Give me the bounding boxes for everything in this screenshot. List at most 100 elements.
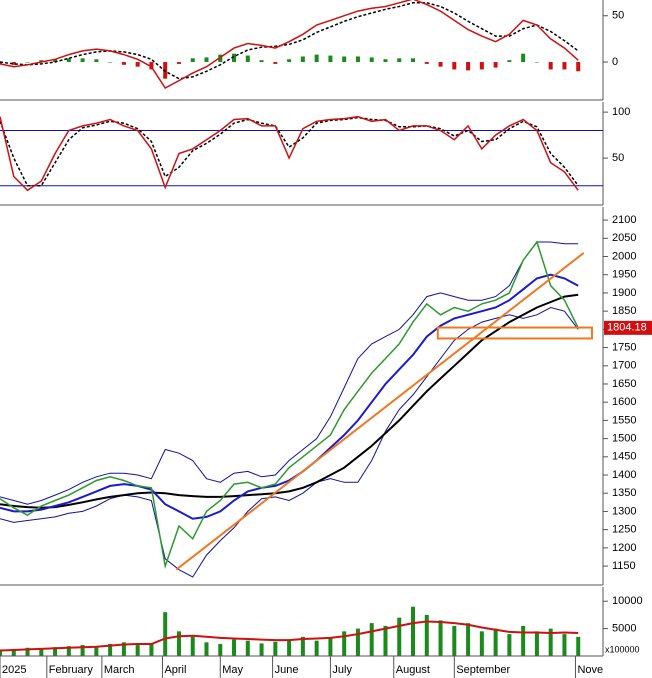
y-tick-label: 1250: [612, 524, 636, 536]
bar: [0, 649, 2, 656]
bar: [149, 643, 154, 656]
bar: [190, 636, 195, 656]
bar: [438, 62, 443, 67]
bar: [218, 54, 223, 63]
bar: [80, 645, 85, 656]
x-tick-label: April: [164, 664, 186, 676]
y-tick-label: 1300: [612, 505, 636, 517]
bar: [0, 62, 2, 64]
trendline: [175, 252, 585, 571]
y-tick-label: 2100: [612, 214, 636, 226]
bar: [507, 634, 512, 656]
bar: [548, 62, 553, 70]
bar: [11, 62, 16, 65]
y-tick-label: 1950: [612, 269, 636, 281]
bar: [493, 62, 498, 68]
bar: [108, 643, 113, 656]
series-line: [0, 620, 579, 652]
bar: [39, 60, 44, 63]
y-unit: x100000: [605, 644, 640, 654]
bar: [121, 62, 126, 65]
y-tick-label: 1500: [612, 433, 636, 445]
x-tick-label: 2025: [2, 664, 26, 676]
bar: [66, 58, 71, 63]
bar: [11, 648, 16, 656]
bar: [383, 625, 388, 656]
y-tick-label: 50: [612, 152, 624, 164]
bar: [562, 634, 567, 656]
series-line: [0, 115, 579, 192]
bar: [479, 62, 484, 70]
bar: [25, 62, 30, 63]
bar: [466, 62, 471, 71]
bar: [190, 58, 195, 63]
bar: [232, 53, 237, 63]
y-tick-label: 0: [612, 56, 618, 68]
bar: [383, 59, 388, 63]
bar: [534, 631, 539, 656]
bar: [521, 625, 526, 656]
x-tick-label: May: [222, 664, 243, 676]
bar: [314, 640, 319, 656]
last-price-label: 1804.18: [607, 322, 647, 334]
y-tick-label: 1200: [612, 542, 636, 554]
bar: [424, 62, 429, 64]
y-tick-label: 1450: [612, 451, 636, 463]
bar: [342, 631, 347, 656]
bar: [287, 59, 292, 63]
bar: [424, 614, 429, 656]
y-tick-label: 1550: [612, 414, 636, 426]
x-tick-label: July: [332, 664, 352, 676]
bar: [259, 643, 264, 656]
bar: [479, 631, 484, 656]
series-line: [0, 0, 579, 89]
y-tick-label: 1700: [612, 360, 636, 372]
x-tick-label: February: [49, 664, 94, 676]
bar: [314, 54, 319, 63]
bar: [204, 642, 209, 656]
bar: [411, 58, 416, 63]
support-zone: [436, 326, 593, 340]
y-tick-label: 1650: [612, 378, 636, 390]
y-tick-label: 1400: [612, 469, 636, 481]
y-tick-label: 5000: [612, 623, 636, 635]
bar: [493, 628, 498, 656]
bar: [438, 620, 443, 656]
series-line: [0, 240, 579, 570]
bar: [287, 639, 292, 656]
bar: [176, 631, 181, 656]
bar: [369, 623, 374, 656]
y-tick-label: 10000: [612, 595, 643, 607]
y-tick-label: 50: [612, 10, 624, 22]
y-tick-label: 1900: [612, 287, 636, 299]
y-tick-label: 1600: [612, 396, 636, 408]
x-tick-label: Nove: [577, 664, 603, 676]
bar: [121, 642, 126, 656]
series-line: [0, 273, 579, 520]
bar: [218, 643, 223, 656]
bar: [163, 612, 168, 656]
series-line: [0, 116, 579, 187]
bar: [259, 60, 264, 63]
bar: [300, 56, 305, 63]
bar: [108, 62, 113, 63]
y-tick-label: 1150: [612, 560, 636, 572]
last-price-box: [604, 320, 652, 335]
bar: [576, 636, 581, 656]
bar: [176, 62, 181, 64]
bar: [39, 648, 44, 656]
bar: [53, 647, 58, 656]
bar: [273, 62, 278, 64]
bar: [66, 646, 71, 656]
y-tick-label: 2050: [612, 232, 636, 244]
bar: [452, 625, 457, 656]
bar: [245, 55, 250, 63]
x-tick-label: September: [456, 664, 510, 676]
y-tick-label: 1850: [612, 305, 636, 317]
series-line: [0, 2, 579, 80]
bar: [328, 55, 333, 63]
bar: [25, 647, 30, 656]
bar: [300, 636, 305, 656]
bar: [204, 57, 209, 63]
